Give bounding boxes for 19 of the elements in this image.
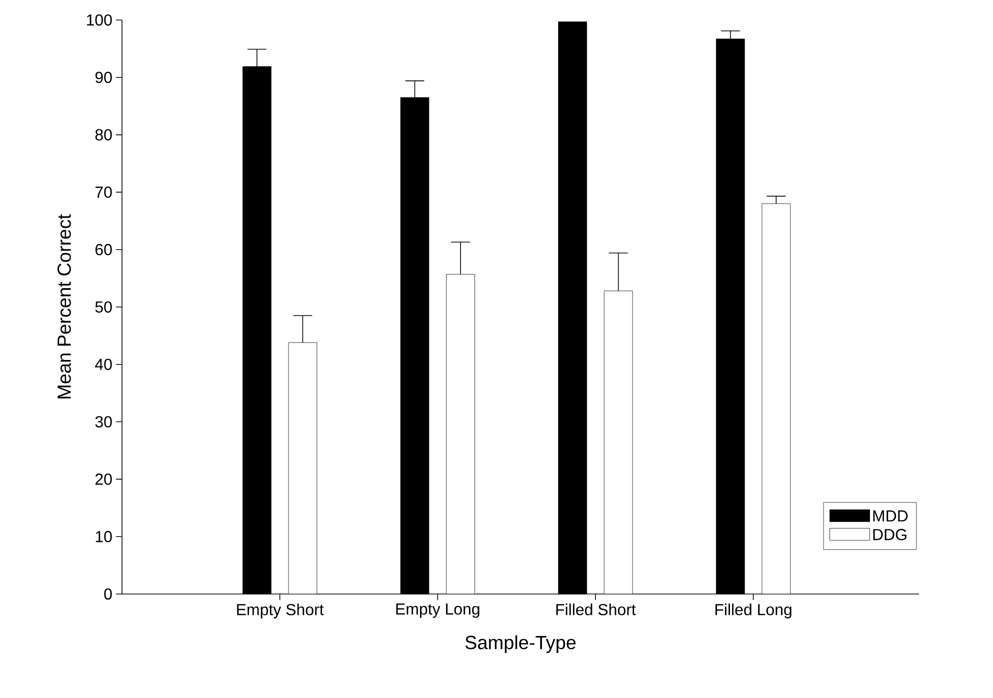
x-tick-label: Filled Long — [715, 604, 792, 618]
y-tick-label: 60 — [95, 244, 112, 256]
legend-label: MDD — [873, 510, 908, 522]
x-tick-label: Empty Long — [396, 604, 480, 618]
y-tick-label: 10 — [96, 530, 112, 542]
y-tick-label: 20 — [95, 474, 112, 485]
x-tick-label: Empty Short — [237, 604, 324, 618]
y-tick-label: 80 — [95, 129, 112, 140]
y-tick-label: 100 — [87, 14, 112, 26]
y-tick-label: 70 — [95, 186, 112, 198]
y-tick-label: 90 — [95, 72, 112, 84]
y-axis-title: Mean Percent Correct — [57, 214, 71, 398]
x-axis-title: Sample-Type — [465, 635, 576, 653]
x-tick-label: Filled Short — [556, 604, 636, 616]
legend-label: DDG — [873, 528, 906, 540]
y-tick-label: 50 — [95, 301, 112, 313]
y-tick-label: 40 — [95, 358, 112, 370]
y-tick-label: 0 — [104, 588, 112, 600]
y-tick-label: 30 — [95, 416, 112, 428]
